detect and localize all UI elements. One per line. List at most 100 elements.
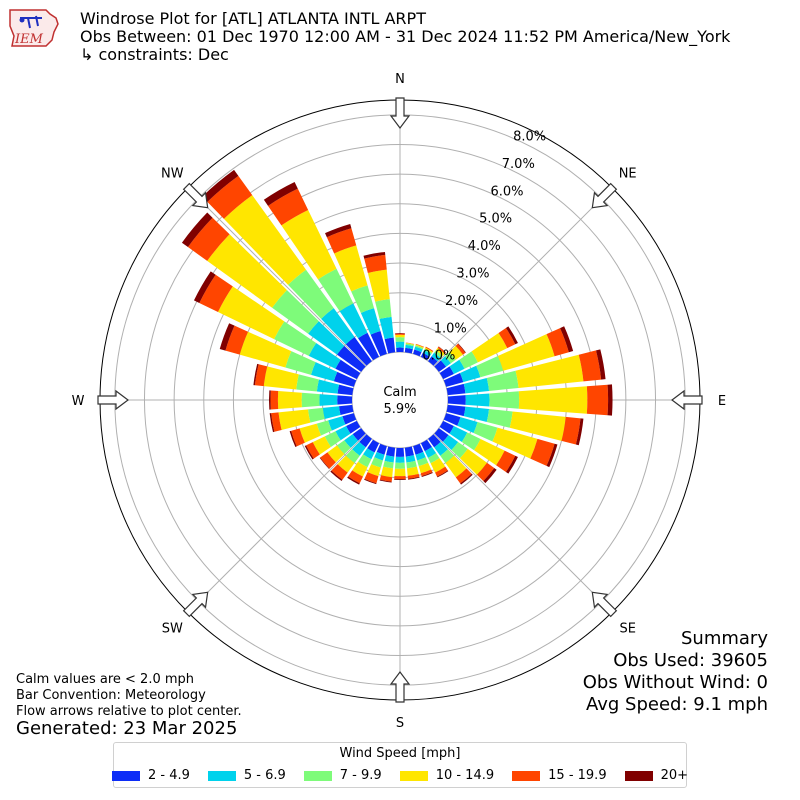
bar-segment	[308, 343, 341, 369]
bar-segment	[459, 351, 478, 369]
flow-note: Flow arrows relative to plot center.	[16, 704, 242, 719]
bar-segment	[421, 472, 433, 477]
radial-tick-label: 4.0%	[468, 239, 501, 254]
bar-segment	[379, 479, 392, 483]
legend-swatch	[303, 770, 332, 781]
bar-segment	[363, 448, 375, 460]
bar-segment	[415, 451, 426, 461]
bar-segment	[379, 316, 394, 340]
bar-segment	[530, 438, 555, 466]
bar-segment	[296, 374, 319, 392]
legend-label: 15 - 19.9	[548, 768, 607, 783]
bar-segment	[394, 462, 406, 469]
legend-label: 7 - 9.9	[339, 768, 382, 783]
bar-segment	[447, 395, 466, 405]
bar-segment	[443, 413, 461, 426]
bar-segment	[546, 328, 569, 357]
bar-segment	[328, 416, 346, 431]
bar-segment	[414, 346, 423, 353]
bar-segment	[384, 455, 395, 463]
bar-segment	[379, 475, 393, 482]
bar-segment	[422, 350, 432, 357]
bar-segment	[405, 455, 416, 463]
flow-arrow-icon	[182, 591, 209, 618]
bar-segment	[311, 362, 338, 382]
bar-segment	[359, 434, 372, 448]
bar-segment	[335, 359, 361, 380]
bar-segment	[440, 356, 451, 367]
legend-item: 2 - 4.9	[111, 768, 190, 783]
bar-segment	[492, 427, 538, 459]
bar-segment	[404, 347, 413, 354]
bar-segment	[327, 445, 345, 463]
bar-segment	[405, 342, 415, 345]
flow-arrow-icon	[591, 182, 618, 209]
bar-segment	[334, 245, 368, 292]
legend-item: 7 - 9.9	[303, 768, 382, 783]
bar-segment	[219, 323, 235, 351]
legend-title: Wind Speed [mph]	[339, 746, 461, 761]
calm-circle	[353, 353, 447, 447]
bar-segment	[434, 441, 448, 456]
bar-segment	[439, 420, 454, 434]
bar-segment	[474, 438, 505, 466]
bar-segment	[424, 347, 433, 353]
summary-heading: Summary	[681, 628, 768, 649]
legend-label: 10 - 14.9	[435, 768, 495, 783]
bar-segment	[301, 392, 320, 408]
chart-header: Windrose Plot for [ATL] ATLANTA INTL ARP…	[80, 10, 730, 64]
bar-segment	[370, 330, 387, 357]
bar-segment	[321, 308, 355, 345]
bar-segment	[489, 391, 520, 409]
bar-segment	[319, 457, 330, 470]
bar-segment	[415, 344, 424, 349]
bar-segment	[358, 454, 372, 468]
bar-segment	[418, 462, 432, 474]
bar-segment	[320, 452, 336, 469]
bar-segment	[351, 285, 375, 313]
bar-segment	[575, 418, 584, 446]
bar-segment	[427, 453, 440, 464]
bar-segment	[374, 451, 385, 461]
bar-segment	[287, 269, 334, 319]
bar-segment	[193, 271, 216, 303]
bar-segment	[348, 470, 363, 484]
bar-segment	[291, 428, 305, 447]
bar-segment	[435, 347, 445, 357]
bar-segment	[406, 460, 417, 469]
bar-segment	[505, 326, 518, 345]
bar-segment	[457, 343, 466, 353]
bar-segment	[595, 349, 606, 380]
bar-segment	[364, 478, 377, 485]
legend-swatch	[512, 770, 541, 781]
bar-segment	[445, 352, 456, 364]
bar-segment	[405, 344, 414, 350]
calm-note: Calm values are < 2.0 mph	[16, 672, 195, 687]
bar-segment	[434, 428, 449, 442]
bar-segment	[352, 461, 368, 477]
bar-segment	[270, 390, 279, 410]
bar-segment	[395, 447, 405, 457]
legend-label: 2 - 4.9	[147, 768, 190, 783]
bar-segment	[316, 420, 332, 436]
bar-segment	[271, 412, 282, 432]
bar-segment	[239, 331, 292, 368]
bar-segment	[434, 350, 443, 359]
bar-segment	[496, 450, 516, 472]
bar-segment	[420, 352, 430, 361]
summary-panel: Summary Obs Used: 39605 Obs Without Wind…	[583, 628, 768, 716]
bar-segment	[560, 326, 574, 353]
bar-segment	[407, 476, 420, 480]
radial-tick-label: 5.0%	[479, 212, 512, 227]
bar-segment	[268, 188, 309, 226]
bar-segment	[446, 383, 466, 396]
bar-segment	[420, 469, 433, 477]
bar-segment	[406, 466, 419, 476]
compass-label-w: W	[72, 394, 85, 409]
bar-segment	[207, 234, 287, 308]
bar-segment	[607, 384, 613, 416]
bar-segment	[430, 458, 446, 473]
bar-segment	[476, 462, 495, 482]
bar-segment	[460, 365, 481, 383]
radial-tick-label: 0.0%	[422, 349, 455, 364]
